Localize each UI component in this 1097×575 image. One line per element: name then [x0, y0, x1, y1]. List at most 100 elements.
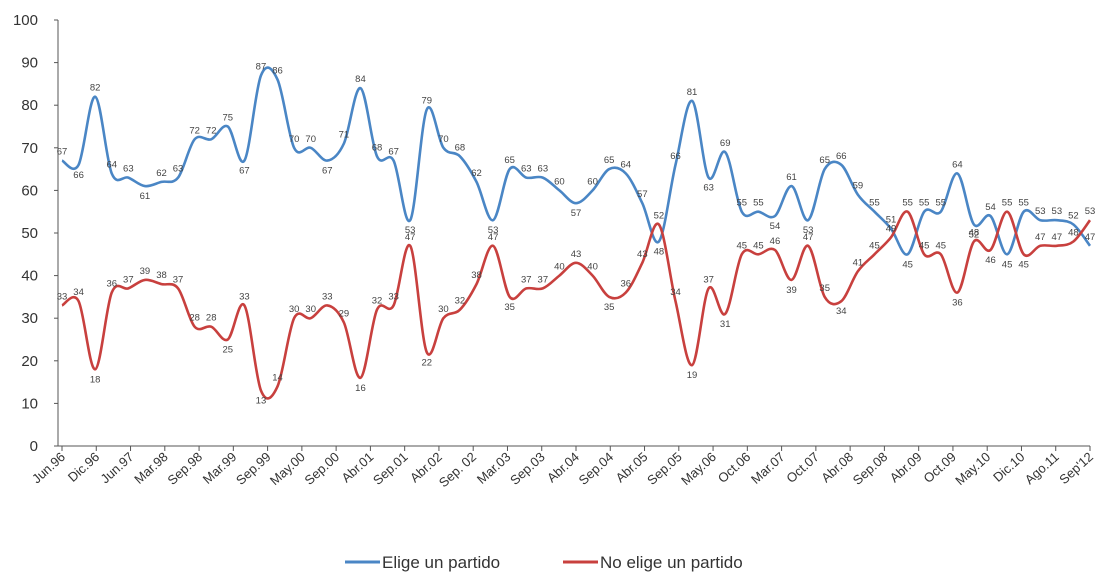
- data-label: 47: [1052, 232, 1063, 243]
- series-lines: [61, 66, 1092, 400]
- data-label: 53: [405, 225, 416, 236]
- data-label: 61: [140, 191, 151, 202]
- data-label: 62: [471, 168, 482, 179]
- data-label: 72: [206, 125, 217, 136]
- legend: Elige un partido No elige un partido: [345, 553, 743, 572]
- data-label: 65: [604, 155, 615, 166]
- data-label: 45: [1002, 259, 1013, 270]
- data-label: 47: [405, 232, 416, 243]
- data-label: 39: [786, 285, 797, 296]
- x-tick-label: May.06: [678, 449, 719, 488]
- legend-label-elige: Elige un partido: [382, 553, 500, 572]
- data-label: 29: [339, 308, 350, 319]
- data-labels: 67 66 82 64 63 61 62 63 72 72 75 67 87 86 70 70 67 71 84 68…: [57, 61, 1096, 406]
- x-tick-label: Sep. 02: [436, 449, 479, 490]
- series-line-no-elige: [61, 210, 1092, 400]
- data-label: 47: [803, 232, 814, 243]
- data-label: 47: [1085, 232, 1096, 243]
- x-tick-label: Abr.08: [818, 449, 856, 485]
- data-label: 55: [869, 198, 880, 209]
- data-label: 52: [1068, 210, 1079, 221]
- data-label: 59: [853, 181, 864, 192]
- data-label: 40: [554, 262, 565, 273]
- data-label: 51: [886, 215, 897, 226]
- data-label: 48: [969, 228, 980, 239]
- data-label: 55: [737, 198, 748, 209]
- x-tick-label: Sep.00: [301, 449, 342, 488]
- data-label: 47: [488, 232, 499, 243]
- data-label: 14: [272, 372, 283, 383]
- data-label: 45: [919, 240, 930, 251]
- y-tick-label: 90: [21, 55, 38, 72]
- data-label: 45: [902, 259, 913, 270]
- y-tick-label: 40: [21, 268, 38, 285]
- data-label: 49: [886, 223, 897, 234]
- data-label: 19: [687, 370, 698, 381]
- y-tick-label: 60: [21, 182, 38, 199]
- data-label: 67: [57, 147, 68, 158]
- x-tick-label: Mar.03: [474, 449, 514, 487]
- data-label: 68: [372, 142, 383, 153]
- data-label: 22: [421, 357, 432, 368]
- data-label: 30: [305, 304, 316, 315]
- data-label: 55: [935, 198, 946, 209]
- x-tick-label: May.00: [267, 449, 308, 488]
- data-label: 66: [73, 170, 84, 181]
- data-label: 33: [57, 291, 68, 302]
- data-label: 55: [1002, 198, 1013, 209]
- x-tick-label: Mar.98: [131, 449, 171, 487]
- data-label: 35: [604, 302, 615, 313]
- data-label: 57: [637, 189, 648, 200]
- x-tick-label: Sep.08: [850, 449, 891, 488]
- x-tick-label: Mar.07: [748, 449, 788, 487]
- x-tick-label: Dic.96: [65, 449, 102, 485]
- x-tick-label: Mar.99: [200, 449, 240, 487]
- x-tick-label: Dic.10: [990, 449, 1027, 485]
- x-tick-label: Abr.05: [613, 449, 651, 485]
- data-label: 57: [571, 208, 582, 219]
- data-label: 53: [803, 225, 814, 236]
- data-label: 48: [654, 247, 665, 258]
- data-label: 43: [571, 249, 582, 260]
- data-label: 45: [1018, 259, 1029, 270]
- data-label: 46: [770, 236, 781, 247]
- data-label: 38: [156, 270, 167, 281]
- y-tick-label: 0: [30, 438, 38, 455]
- data-label: 45: [737, 240, 748, 251]
- data-label: 45: [935, 240, 946, 251]
- data-label: 69: [720, 138, 731, 149]
- data-label: 36: [952, 298, 963, 309]
- y-tick-label: 10: [21, 395, 38, 412]
- x-tick-label: Sep.03: [507, 449, 548, 488]
- data-label: 37: [521, 274, 532, 285]
- data-label: 63: [173, 164, 184, 175]
- data-label: 36: [620, 279, 631, 290]
- data-label: 16: [355, 383, 366, 394]
- data-label: 67: [388, 147, 399, 158]
- data-label: 63: [703, 183, 714, 194]
- x-tick-label: Oct.06: [715, 449, 753, 486]
- data-label: 66: [670, 151, 681, 162]
- data-label: 39: [140, 266, 151, 277]
- data-label: 63: [123, 164, 134, 175]
- data-label: 43: [637, 249, 648, 260]
- data-label: 25: [223, 345, 234, 356]
- data-label: 28: [206, 313, 217, 324]
- data-label: 81: [687, 87, 698, 98]
- data-label: 18: [90, 374, 101, 385]
- data-label: 61: [786, 172, 797, 183]
- data-label: 55: [1018, 198, 1029, 209]
- data-label: 31: [720, 319, 731, 330]
- data-label: 36: [106, 279, 117, 290]
- data-label: 46: [985, 255, 996, 266]
- x-tick-label: Oct.07: [783, 449, 821, 486]
- x-tick-label: Jun.97: [97, 449, 136, 486]
- data-label: 35: [819, 283, 830, 294]
- x-tick-label: Abr.01: [338, 449, 376, 485]
- data-label: 30: [438, 304, 449, 315]
- x-tick-label: Ago.11: [1022, 449, 1062, 487]
- x-axis: Jun.96Dic.96Jun.97Mar.98Sep.98Mar.99Sep.…: [29, 445, 1096, 490]
- data-label: 84: [355, 74, 366, 85]
- data-label: 45: [869, 240, 880, 251]
- data-label: 70: [289, 134, 300, 145]
